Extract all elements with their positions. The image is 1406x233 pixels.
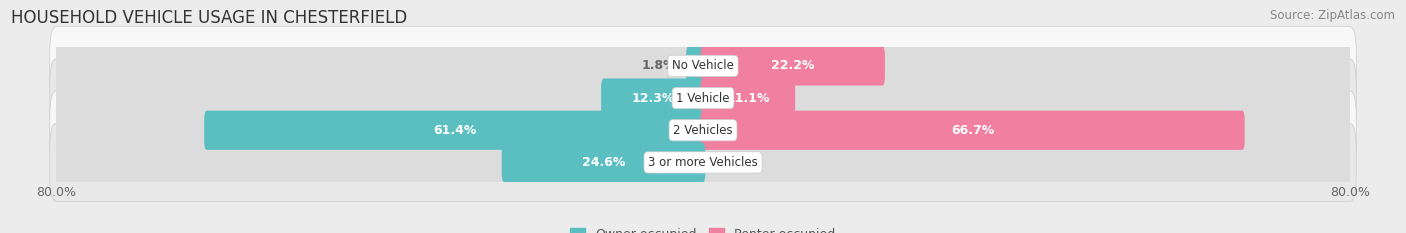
- Text: 66.7%: 66.7%: [950, 124, 994, 137]
- Text: 3 or more Vehicles: 3 or more Vehicles: [648, 156, 758, 169]
- FancyBboxPatch shape: [204, 111, 706, 150]
- FancyBboxPatch shape: [700, 79, 1353, 118]
- Legend: Owner-occupied, Renter-occupied: Owner-occupied, Renter-occupied: [565, 223, 841, 233]
- Text: 61.4%: 61.4%: [433, 124, 477, 137]
- Text: 2 Vehicles: 2 Vehicles: [673, 124, 733, 137]
- Text: 0.0%: 0.0%: [716, 156, 749, 169]
- FancyBboxPatch shape: [49, 27, 1357, 105]
- FancyBboxPatch shape: [602, 79, 706, 118]
- Text: No Vehicle: No Vehicle: [672, 59, 734, 72]
- Text: 12.3%: 12.3%: [631, 92, 675, 105]
- FancyBboxPatch shape: [700, 111, 1353, 150]
- Text: 24.6%: 24.6%: [582, 156, 626, 169]
- Text: HOUSEHOLD VEHICLE USAGE IN CHESTERFIELD: HOUSEHOLD VEHICLE USAGE IN CHESTERFIELD: [11, 9, 408, 27]
- FancyBboxPatch shape: [49, 91, 1357, 170]
- Text: 1.8%: 1.8%: [641, 59, 676, 72]
- FancyBboxPatch shape: [700, 46, 1353, 86]
- FancyBboxPatch shape: [49, 123, 1357, 202]
- Text: 22.2%: 22.2%: [770, 59, 814, 72]
- Text: 1 Vehicle: 1 Vehicle: [676, 92, 730, 105]
- FancyBboxPatch shape: [49, 59, 1357, 137]
- Text: Source: ZipAtlas.com: Source: ZipAtlas.com: [1270, 9, 1395, 22]
- FancyBboxPatch shape: [53, 46, 706, 86]
- Text: 11.1%: 11.1%: [725, 92, 769, 105]
- FancyBboxPatch shape: [53, 111, 706, 150]
- FancyBboxPatch shape: [700, 143, 1353, 182]
- FancyBboxPatch shape: [700, 79, 796, 118]
- FancyBboxPatch shape: [700, 46, 884, 86]
- FancyBboxPatch shape: [53, 143, 706, 182]
- FancyBboxPatch shape: [700, 111, 1244, 150]
- FancyBboxPatch shape: [53, 79, 706, 118]
- FancyBboxPatch shape: [686, 46, 706, 86]
- FancyBboxPatch shape: [502, 143, 706, 182]
